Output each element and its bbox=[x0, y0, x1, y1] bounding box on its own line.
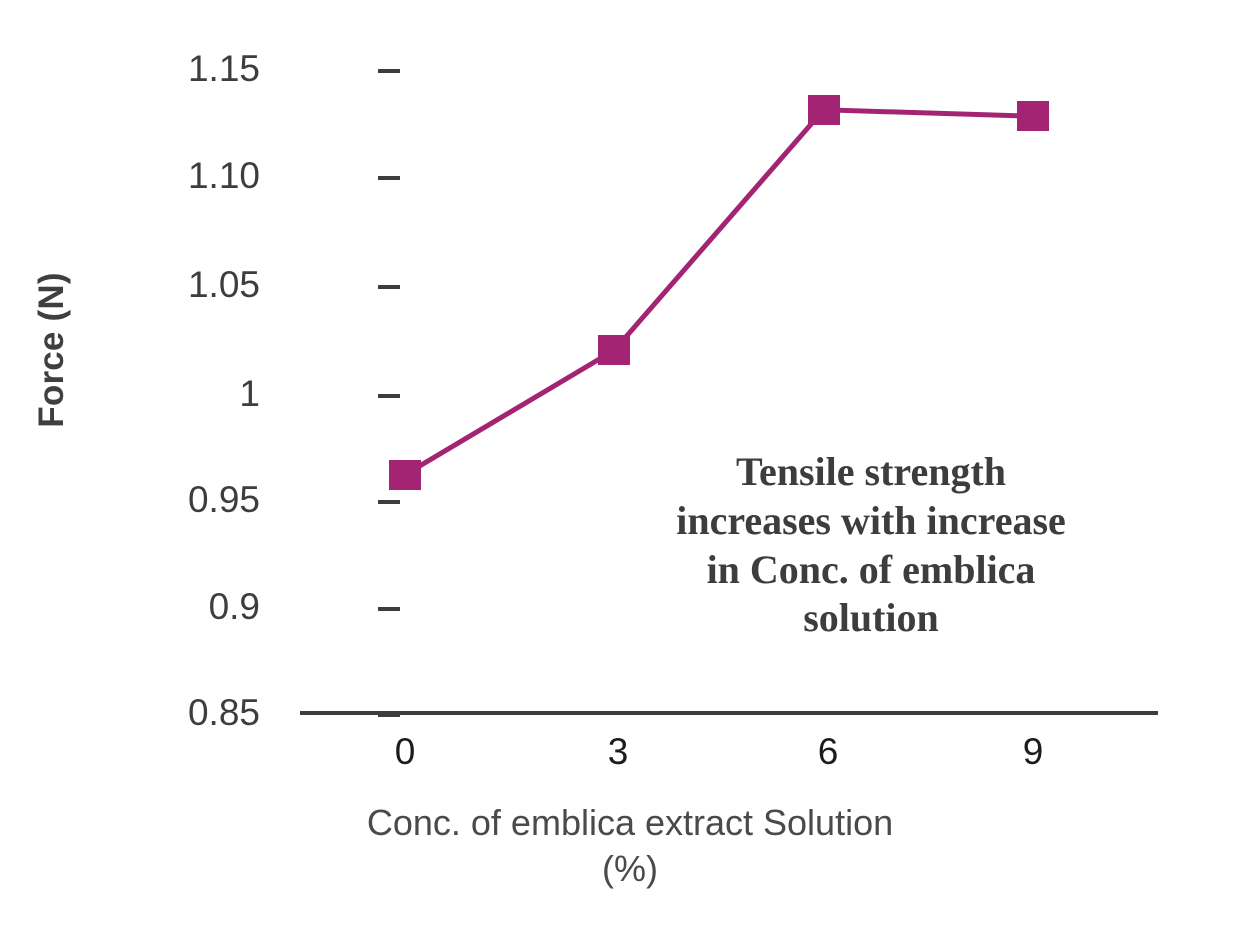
annotation-line-3: in Conc. of emblica bbox=[706, 546, 1036, 592]
y-tick-dash-1-10 bbox=[378, 176, 400, 180]
x-tick-label-0: 0 bbox=[394, 731, 416, 772]
x-tick-label-6: 6 bbox=[817, 731, 839, 772]
data-point-marker bbox=[1016, 101, 1049, 132]
series-line bbox=[403, 107, 1033, 477]
y-tick-label-1-05: 1.05 bbox=[187, 264, 260, 305]
x-tick-label-3: 3 bbox=[607, 731, 629, 772]
y-tick-label-0-85: 0.85 bbox=[187, 692, 260, 733]
y-tick-dash-0-85 bbox=[378, 713, 400, 717]
x-axis-title-line-1: Conc. of emblica extract Solution bbox=[366, 802, 894, 843]
y-axis-title: Force (N) bbox=[32, 272, 71, 428]
y-tick-label-0-95: 0.95 bbox=[187, 479, 260, 520]
y-tick-label-1-15: 1.15 bbox=[187, 48, 260, 89]
y-tick-dash-1 bbox=[378, 394, 400, 398]
y-axis-tick-group: 1.15 1.10 1.05 1 0.95 0.9 0.85 bbox=[110, 0, 400, 950]
x-axis-title-line-2: (%) bbox=[602, 848, 658, 890]
x-tick-label-9: 9 bbox=[1022, 731, 1044, 772]
chart-annotation: Tensile strength increases with increase… bbox=[571, 448, 1171, 643]
x-axis-title: Conc. of emblica extract Solution (%) bbox=[250, 800, 1010, 892]
y-tick-label-0-9: 0.9 bbox=[208, 586, 260, 627]
x-axis-line bbox=[300, 711, 1158, 715]
annotation-line-2: increases with increase bbox=[676, 497, 1066, 543]
y-tick-label-1: 1 bbox=[239, 373, 260, 414]
y-tick-dash-1-05 bbox=[378, 285, 400, 289]
data-point-marker bbox=[598, 335, 631, 366]
y-tick-dash-0-95 bbox=[378, 500, 400, 504]
y-tick-dash-0-9 bbox=[378, 607, 400, 611]
annotation-line-1: Tensile strength bbox=[735, 449, 1007, 494]
y-tick-label-1-10: 1.10 bbox=[187, 155, 260, 196]
data-point-marker bbox=[389, 459, 421, 490]
annotation-line-4: solution bbox=[803, 595, 939, 641]
y-tick-dash-1-15 bbox=[378, 69, 400, 73]
data-point-marker bbox=[807, 94, 840, 125]
